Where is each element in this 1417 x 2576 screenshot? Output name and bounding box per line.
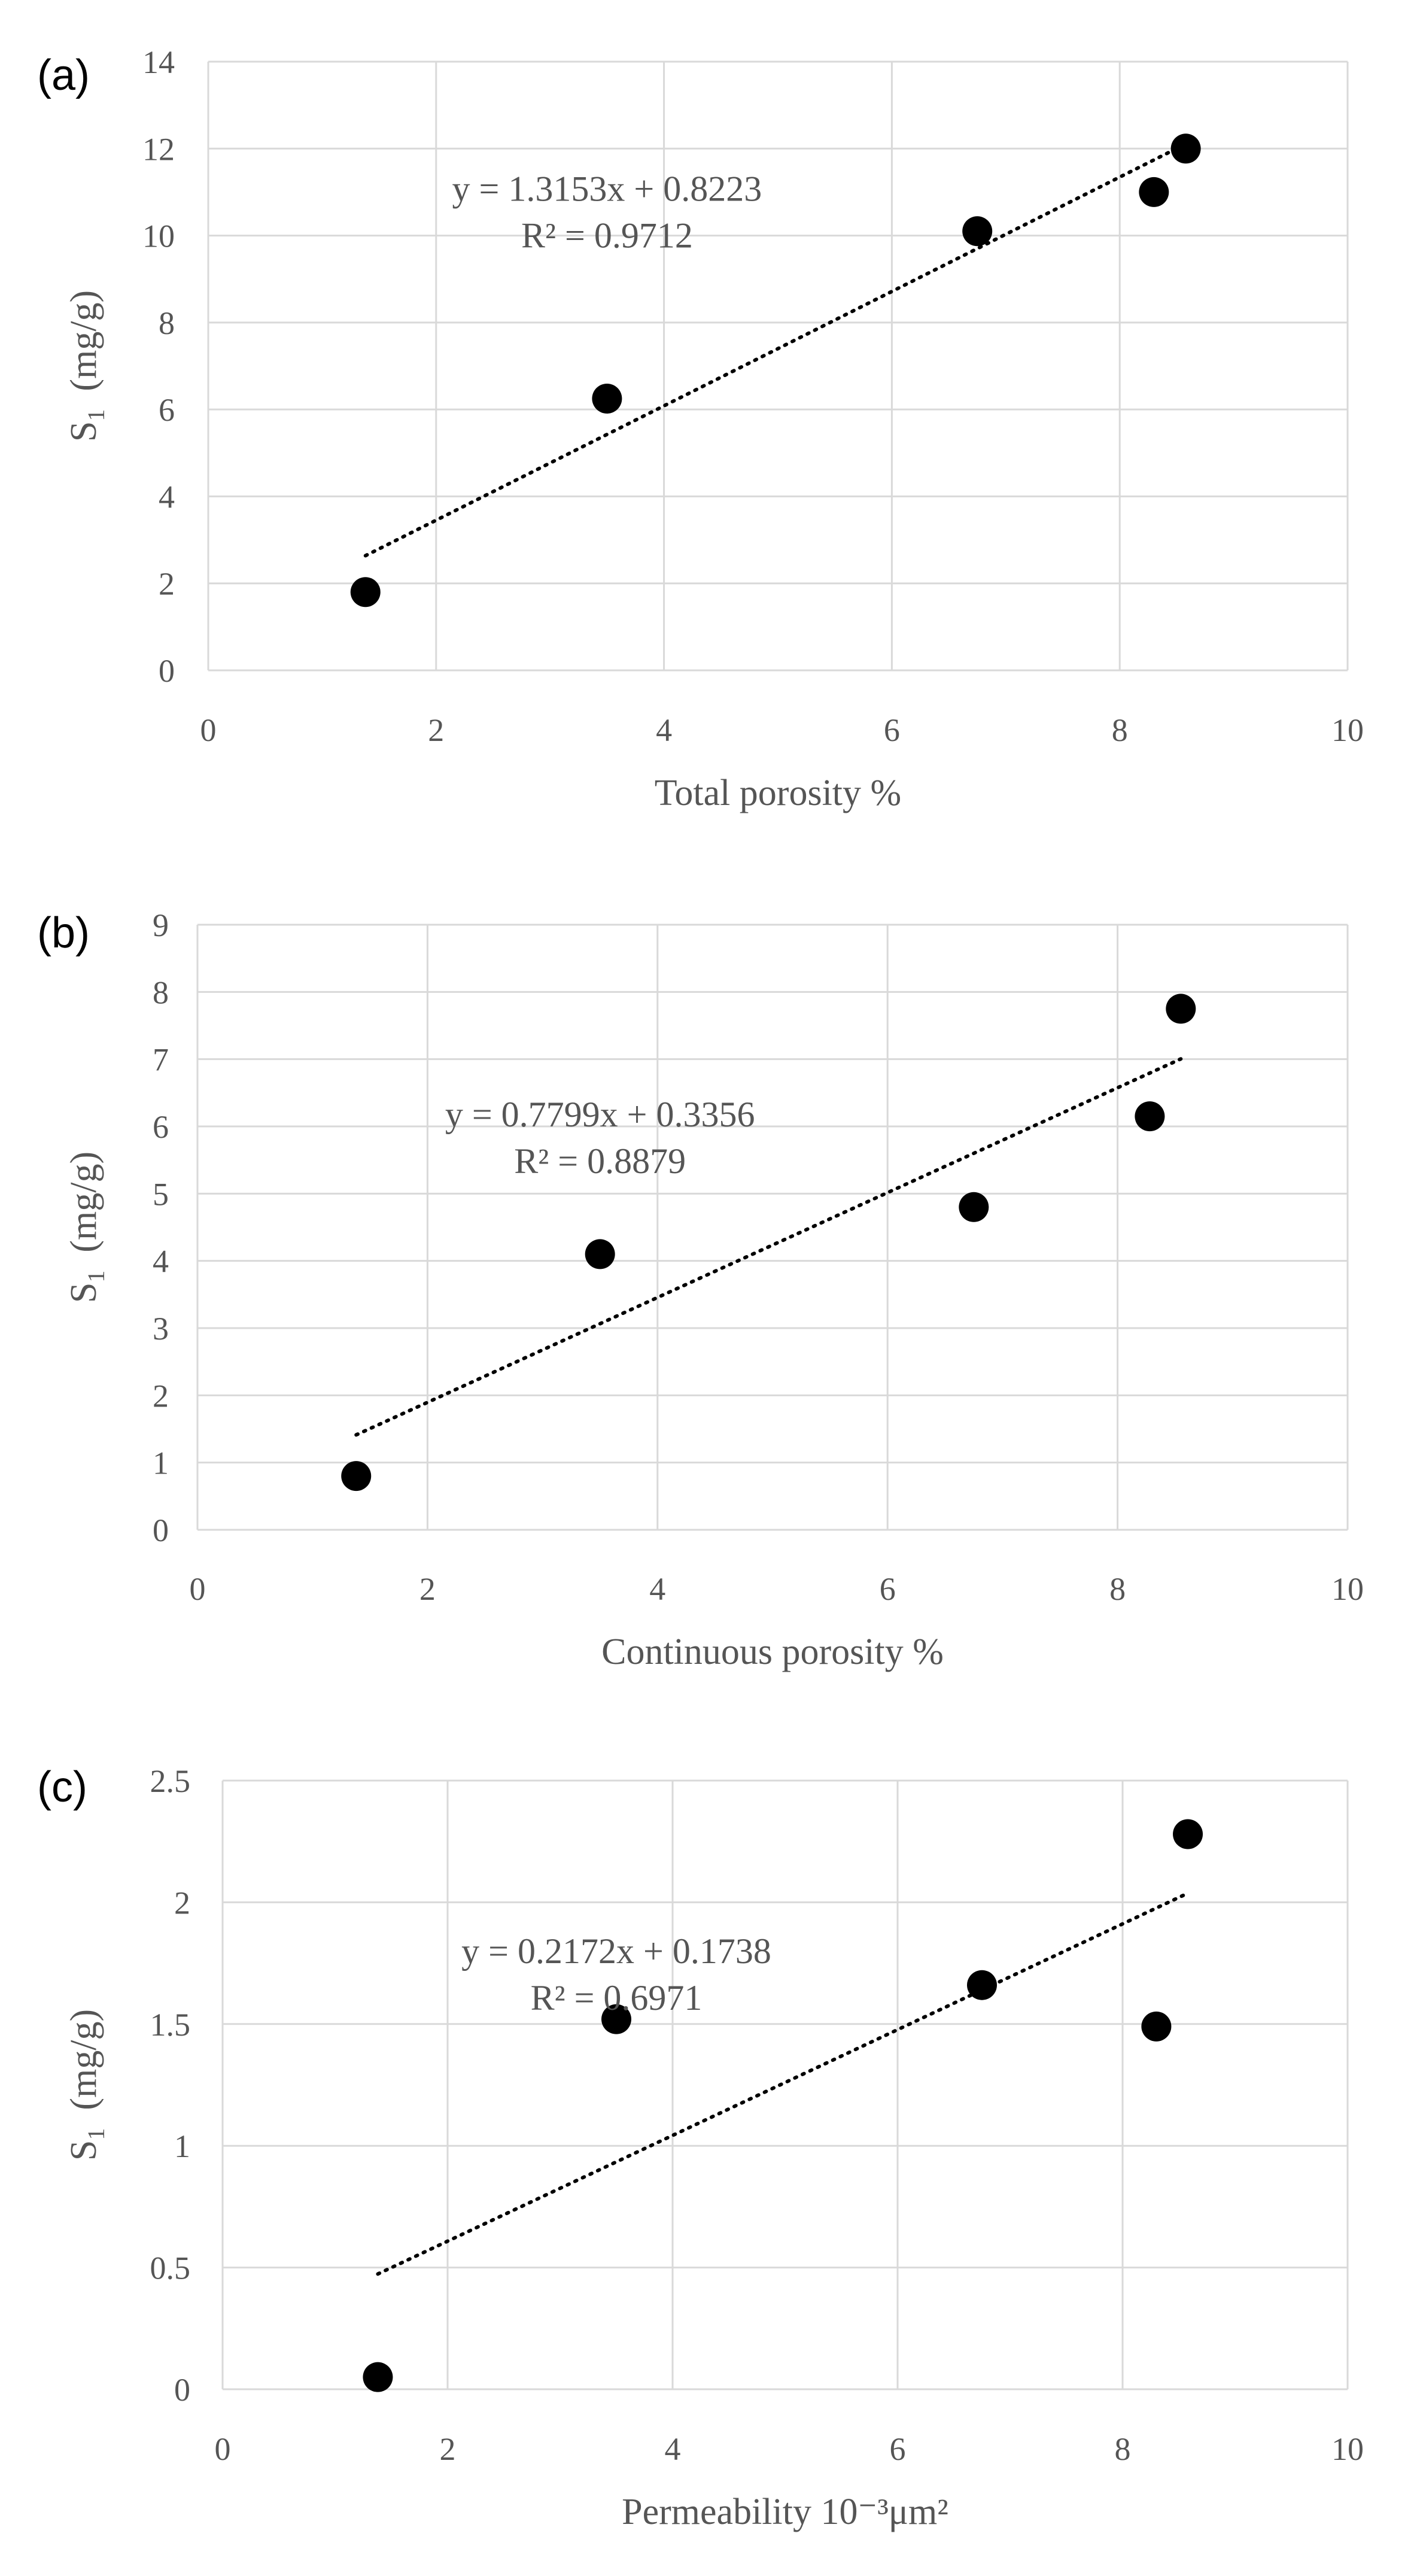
data-point bbox=[967, 1970, 997, 2000]
data-point bbox=[585, 1239, 615, 1269]
y-axis-title: S1 (mg/g) bbox=[63, 1152, 110, 1303]
y-tick-label: 2 bbox=[174, 1885, 190, 1921]
y-axis-title-subscript: 1 bbox=[83, 1271, 110, 1283]
x-tick-label: 0 bbox=[215, 2431, 231, 2467]
y-tick-label: 12 bbox=[142, 131, 175, 167]
trendline bbox=[376, 1891, 1190, 2276]
y-tick-label: 5 bbox=[153, 1176, 169, 1212]
x-axis-title: Permeability 10⁻³μm² bbox=[622, 2492, 948, 2532]
y-tick-label: 3 bbox=[153, 1311, 169, 1347]
data-point bbox=[1173, 1819, 1203, 1849]
y-tick-label: 0 bbox=[174, 2372, 190, 2408]
x-tick-label: 10 bbox=[1331, 712, 1364, 748]
y-axis-title-main: S bbox=[63, 2140, 104, 2161]
x-tick-label: 6 bbox=[890, 2431, 906, 2467]
y-axis-title-subscript: 1 bbox=[83, 409, 110, 421]
y-tick-label: 8 bbox=[153, 974, 169, 1010]
data-point bbox=[1170, 133, 1201, 164]
r-squared-label: R² = 0.6971 bbox=[531, 1978, 703, 2018]
trendline bbox=[363, 142, 1188, 558]
y-axis-title-main: S bbox=[63, 421, 104, 442]
data-point bbox=[962, 216, 993, 247]
trendline-equation: y = 0.7799x + 0.3356 bbox=[445, 1095, 755, 1134]
y-axis-title-unit: (mg/g) bbox=[63, 1152, 104, 1253]
data-point bbox=[1139, 177, 1169, 207]
y-tick-label: 1 bbox=[174, 2128, 190, 2164]
data-point bbox=[601, 2004, 631, 2034]
chart-panel-3: 0 2 4 6 8 10 0 0.5 1 1.5 2 2.5 y = 0.2172x + 0.1738 R… bbox=[37, 1763, 1364, 2532]
y-axis-title-unit: (mg/g) bbox=[63, 2009, 104, 2110]
x-axis-title: Continuous porosity % bbox=[601, 1632, 944, 1672]
data-point bbox=[363, 2362, 393, 2392]
data-point bbox=[341, 1461, 372, 1491]
trendline-equation: y = 1.3153x + 0.8223 bbox=[452, 169, 762, 208]
x-tick-label: 2 bbox=[419, 1571, 436, 1607]
x-tick-label: 10 bbox=[1331, 1571, 1364, 1607]
data-point bbox=[1141, 2011, 1172, 2042]
data-point bbox=[1166, 994, 1196, 1024]
x-tick-label: 10 bbox=[1331, 2431, 1364, 2467]
y-tick-label: 6 bbox=[159, 392, 175, 428]
x-tick-label: 4 bbox=[649, 1571, 665, 1607]
panel-label: (c) bbox=[37, 1763, 87, 1811]
data-point bbox=[959, 1192, 989, 1222]
data-point bbox=[592, 383, 622, 414]
y-tick-label: 1.5 bbox=[150, 2007, 191, 2043]
x-tick-label: 2 bbox=[428, 712, 444, 748]
y-tick-label: 4 bbox=[159, 479, 175, 515]
y-tick-label: 2 bbox=[159, 566, 175, 602]
x-tick-label: 6 bbox=[884, 712, 900, 748]
y-axis-title: S1 (mg/g) bbox=[63, 2009, 110, 2161]
x-axis-title: Total porosity % bbox=[655, 773, 901, 813]
y-axis-title-unit: (mg/g) bbox=[63, 290, 104, 391]
x-tick-label: 4 bbox=[665, 2431, 681, 2467]
y-tick-label: 14 bbox=[142, 44, 175, 80]
x-tick-label: 4 bbox=[656, 712, 672, 748]
data-point bbox=[1135, 1101, 1165, 1132]
x-tick-label: 8 bbox=[1112, 712, 1128, 748]
r-squared-label: R² = 0.9712 bbox=[521, 215, 693, 255]
panel-label: (a) bbox=[37, 51, 90, 99]
y-tick-label: 6 bbox=[153, 1109, 169, 1145]
y-axis-title: S1 (mg/g) bbox=[63, 290, 110, 442]
y-tick-label: 7 bbox=[153, 1042, 169, 1078]
y-tick-label: 0 bbox=[153, 1512, 169, 1548]
x-tick-label: 0 bbox=[190, 1571, 206, 1607]
x-tick-label: 2 bbox=[440, 2431, 456, 2467]
y-tick-label: 0.5 bbox=[150, 2250, 191, 2286]
y-tick-label: 1 bbox=[153, 1445, 169, 1481]
x-tick-label: 0 bbox=[200, 712, 217, 748]
y-tick-label: 2 bbox=[153, 1378, 169, 1414]
y-tick-label: 0 bbox=[159, 653, 175, 689]
trendline bbox=[354, 1057, 1183, 1437]
x-tick-label: 8 bbox=[1109, 1571, 1126, 1607]
panel-label: (b) bbox=[37, 909, 90, 957]
x-tick-label: 6 bbox=[880, 1571, 896, 1607]
r-squared-label: R² = 0.8879 bbox=[514, 1141, 686, 1181]
y-axis-title-main: S bbox=[63, 1283, 104, 1303]
chart-panel-1: 0 2 4 6 8 10 0 2 4 6 8 10 12 14 y = 1.3153x + 0.8223 R²… bbox=[37, 44, 1364, 813]
chart-panel-2: 0 2 4 6 8 10 0 1 2 3 4 5 6 7 8 9 y = 0.7799x + 0.3356 R² … bbox=[37, 907, 1364, 1672]
y-tick-label: 10 bbox=[142, 218, 175, 254]
y-tick-label: 2.5 bbox=[150, 1763, 191, 1799]
trendline-equation: y = 0.2172x + 0.1738 bbox=[461, 1931, 771, 1971]
data-point bbox=[350, 577, 381, 607]
y-axis-title-subscript: 1 bbox=[83, 2128, 110, 2140]
y-tick-label: 9 bbox=[153, 907, 169, 943]
y-tick-label: 8 bbox=[159, 305, 175, 341]
y-tick-label: 4 bbox=[153, 1244, 169, 1280]
x-tick-label: 8 bbox=[1115, 2431, 1131, 2467]
